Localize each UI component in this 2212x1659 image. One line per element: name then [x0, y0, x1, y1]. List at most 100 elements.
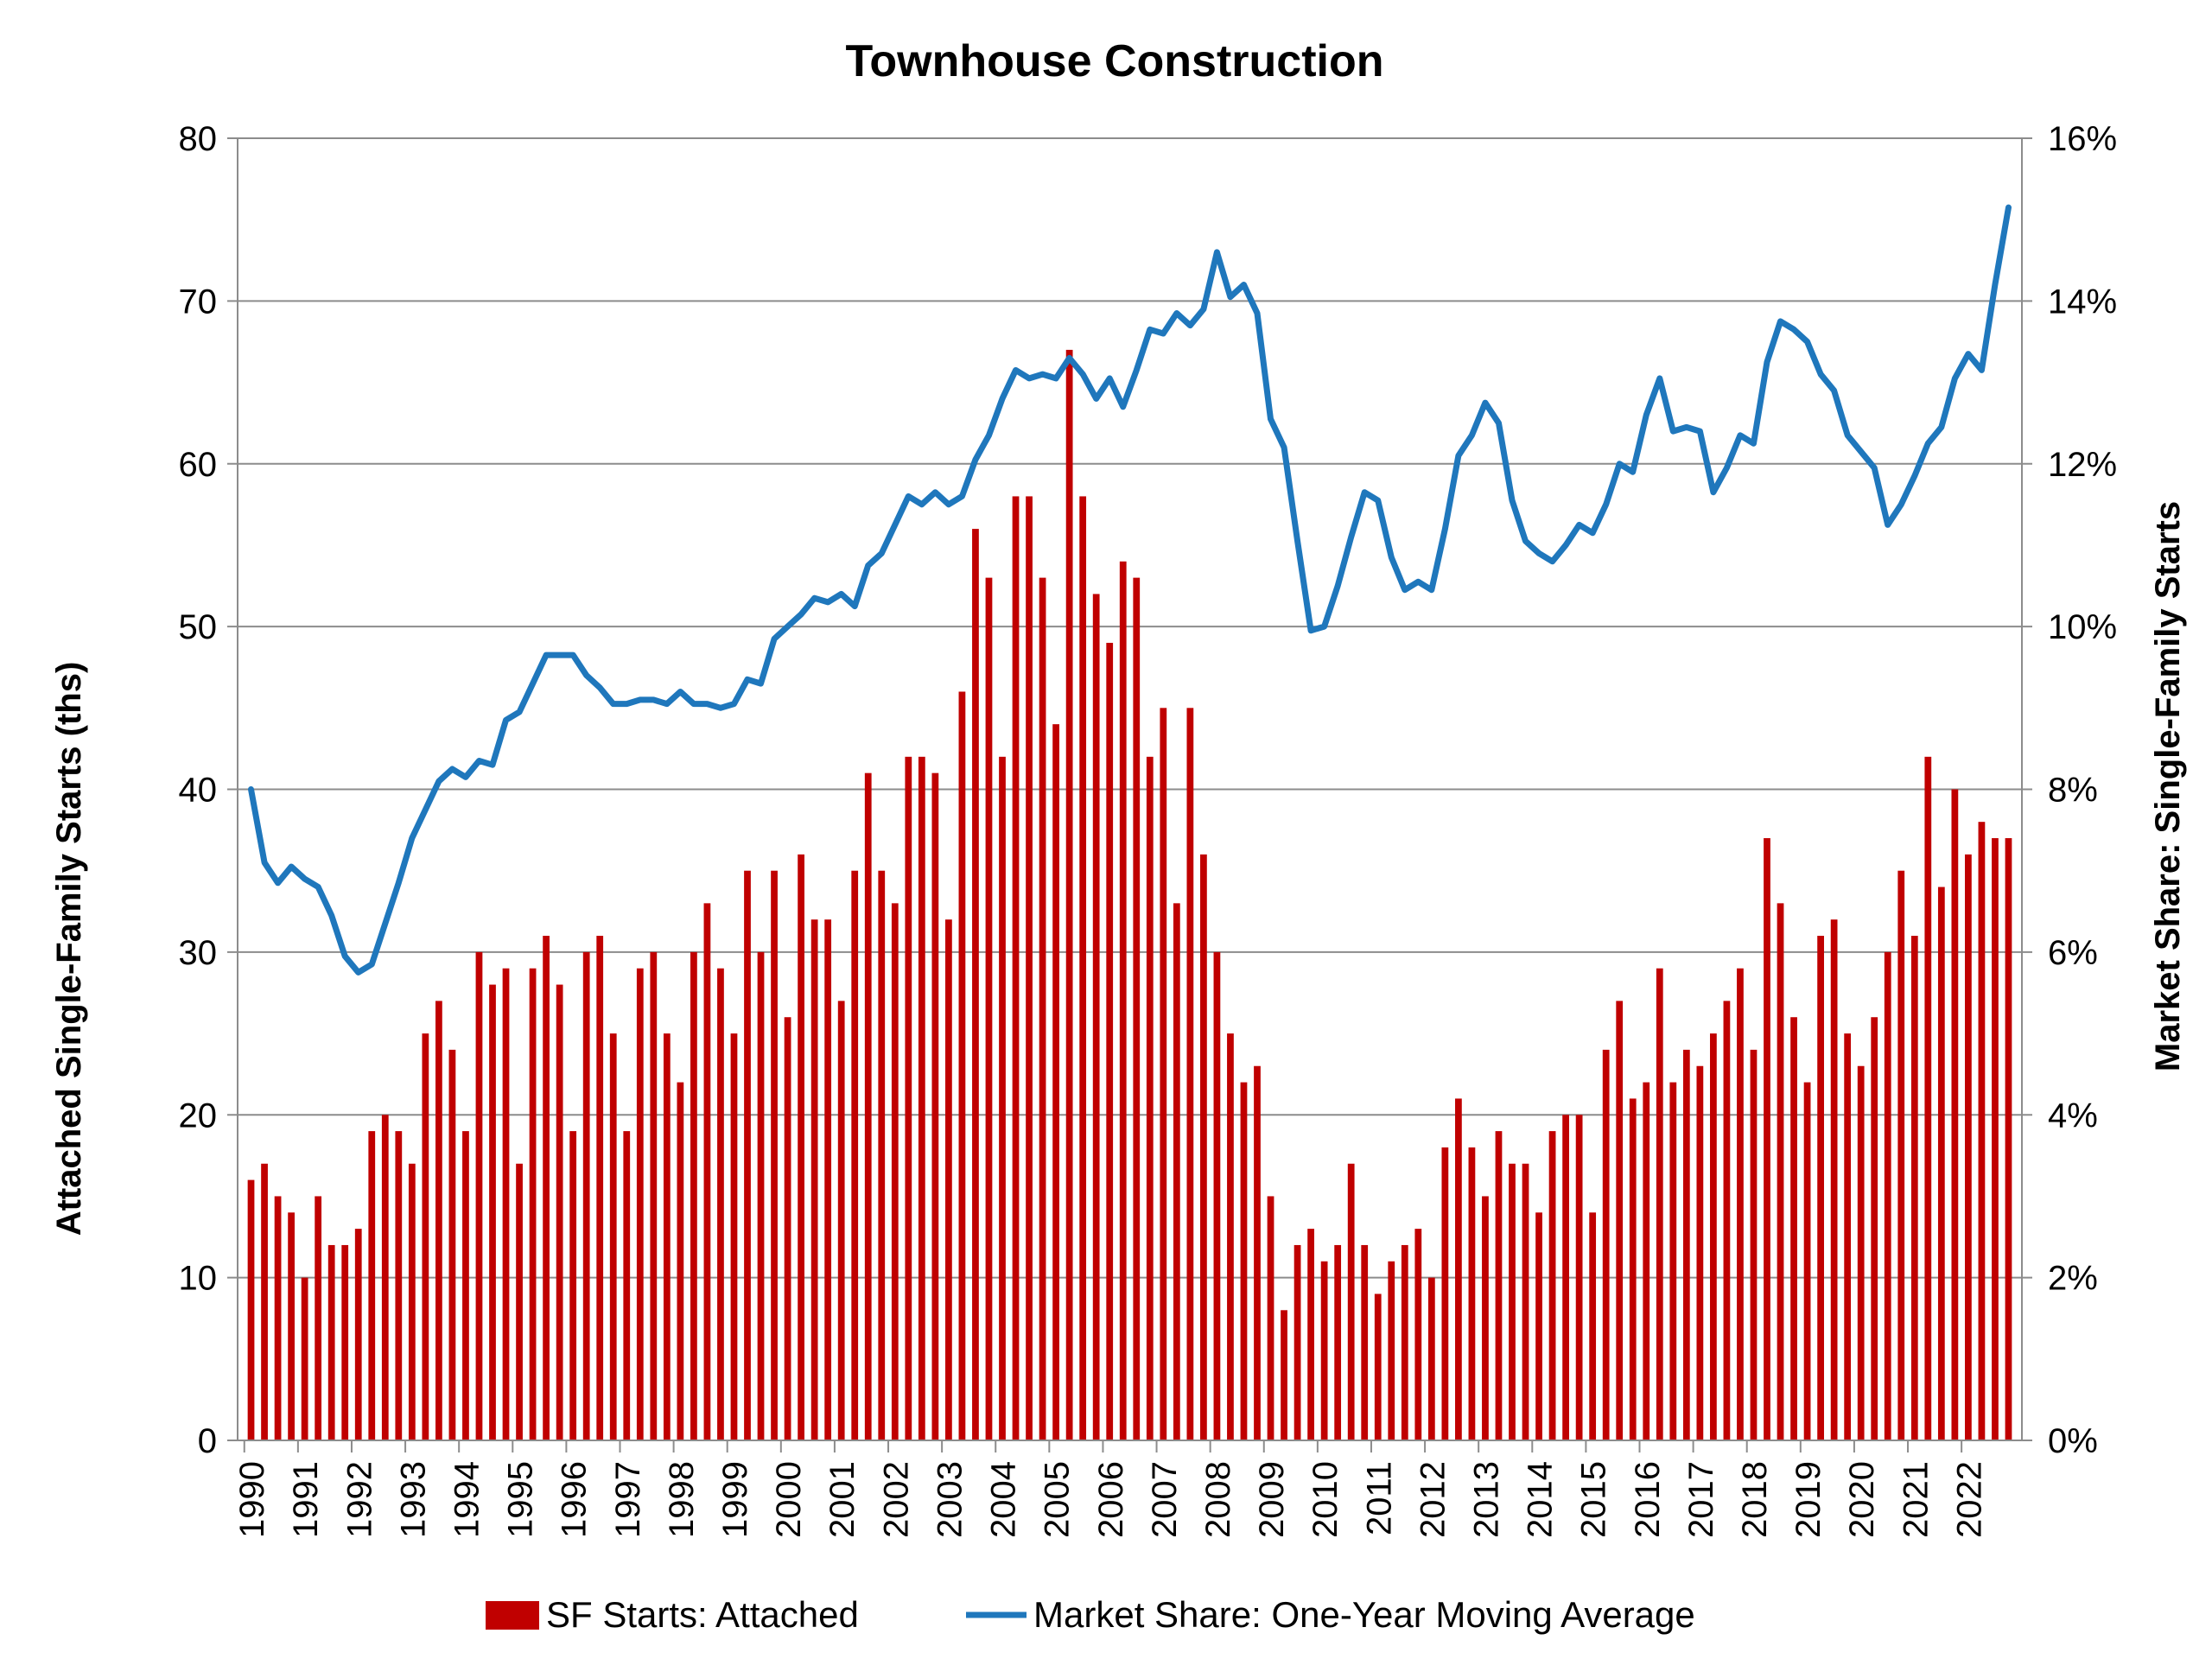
bar	[864, 772, 872, 1440]
bar	[1656, 968, 1663, 1440]
bar	[891, 903, 899, 1440]
x-tick-label: 1992	[340, 1461, 378, 1538]
bar	[851, 870, 859, 1440]
x-tick-label: 2001	[823, 1461, 861, 1538]
bar	[435, 1001, 442, 1440]
bar	[837, 1001, 845, 1440]
bar	[757, 951, 765, 1440]
bar	[730, 1033, 738, 1440]
bar	[408, 1163, 416, 1440]
bar	[261, 1163, 268, 1440]
bar	[1857, 1065, 1865, 1440]
bar	[1052, 724, 1059, 1440]
bar	[1844, 1033, 1852, 1440]
bar	[609, 1033, 617, 1440]
x-tick-label: 2003	[931, 1461, 969, 1538]
bar	[677, 1082, 684, 1440]
bar	[1307, 1229, 1314, 1440]
x-tick-label: 2002	[877, 1461, 915, 1538]
x-tick-label: 2005	[1039, 1461, 1077, 1538]
bar	[1119, 561, 1127, 1440]
bar	[247, 1179, 255, 1440]
bar	[1267, 1196, 1274, 1440]
y-tick-label: 0	[198, 1422, 217, 1460]
bar	[1106, 642, 1114, 1440]
bar	[1294, 1244, 1301, 1440]
bar	[1401, 1244, 1408, 1440]
bar	[918, 756, 925, 1440]
bar	[958, 691, 966, 1440]
bar	[1427, 1277, 1435, 1440]
bar	[1334, 1244, 1342, 1440]
x-tick-label: 2013	[1468, 1461, 1506, 1538]
bar	[315, 1196, 322, 1440]
x-tick-label: 2019	[1789, 1461, 1827, 1538]
bar	[1910, 936, 1918, 1440]
bar	[1951, 789, 1959, 1440]
x-tick-label: 1996	[556, 1461, 594, 1538]
y-tick-label: 50	[179, 608, 218, 646]
bar	[1455, 1098, 1462, 1440]
bar	[1388, 1261, 1395, 1440]
bar	[1750, 1049, 1758, 1440]
bar	[502, 968, 510, 1440]
bar	[1790, 1017, 1797, 1440]
bar	[1535, 1212, 1542, 1440]
bar	[1723, 1001, 1731, 1440]
x-tick-label: 2000	[770, 1461, 808, 1538]
bar	[1817, 936, 1824, 1440]
x-tick-label: 2014	[1522, 1461, 1560, 1538]
bar	[1482, 1196, 1489, 1440]
x-tick-label: 1994	[448, 1461, 486, 1538]
bar	[1240, 1082, 1248, 1440]
bar	[945, 919, 952, 1440]
bar	[1186, 708, 1194, 1440]
x-tick-label: 2006	[1092, 1461, 1130, 1538]
x-tick-label: 2018	[1736, 1461, 1774, 1538]
bar	[1575, 1115, 1583, 1440]
y-tick-label: 40	[179, 772, 218, 810]
y2-tick-label: 6%	[2048, 934, 2098, 972]
bar	[999, 756, 1006, 1440]
x-tick-label: 2004	[985, 1461, 1023, 1538]
bar	[596, 936, 604, 1440]
bar	[582, 951, 590, 1440]
bar	[810, 919, 818, 1440]
x-tick-label: 2009	[1253, 1461, 1291, 1538]
bar	[1682, 1049, 1690, 1440]
x-tick-label: 1997	[609, 1461, 647, 1538]
y2-tick-label: 14%	[2048, 283, 2117, 321]
bar	[462, 1131, 469, 1440]
bar	[381, 1115, 389, 1440]
bar	[636, 968, 644, 1440]
bar	[1937, 887, 1945, 1440]
bar	[1026, 496, 1033, 1440]
bar	[1347, 1163, 1355, 1440]
line-series	[248, 204, 2012, 976]
bar	[327, 1244, 335, 1440]
bar	[422, 1033, 429, 1440]
x-tick-label: 2022	[1950, 1461, 1988, 1538]
bar	[1629, 1098, 1637, 1440]
bar	[1669, 1082, 1677, 1440]
chart-title: Townhouse Construction	[846, 36, 1384, 86]
y-tick-label: 30	[179, 934, 218, 972]
bar	[1012, 496, 1020, 1440]
x-tick-label: 1993	[394, 1461, 432, 1538]
y-tick-label: 20	[179, 1096, 218, 1135]
bar	[905, 756, 912, 1440]
bar	[1133, 577, 1141, 1440]
bar	[1562, 1115, 1569, 1440]
bar	[1495, 1131, 1503, 1440]
bar	[985, 577, 993, 1440]
bar	[543, 936, 550, 1440]
bar	[448, 1049, 456, 1440]
bar	[744, 870, 751, 1440]
x-tick-label: 1990	[233, 1461, 271, 1538]
bar	[1414, 1229, 1422, 1440]
bar	[703, 903, 711, 1440]
bar	[1830, 919, 1838, 1440]
y-tick-label: 10	[179, 1260, 218, 1298]
bar	[690, 951, 697, 1440]
bar	[1978, 822, 1986, 1440]
